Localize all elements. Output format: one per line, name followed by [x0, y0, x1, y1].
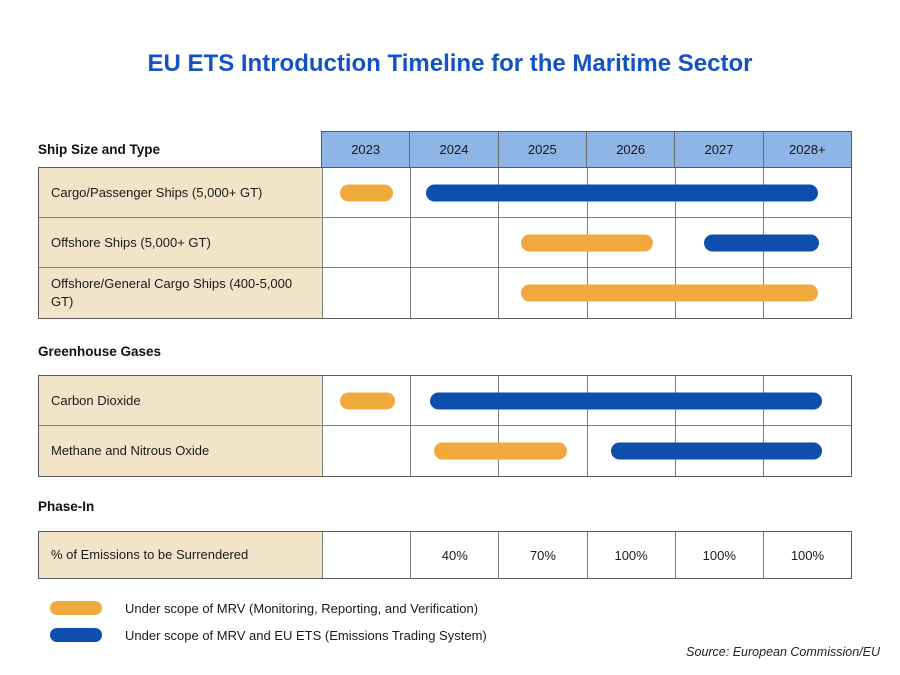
year-header-2025: 2025: [497, 132, 586, 167]
table-row: Cargo/Passenger Ships (5,000+ GT): [39, 168, 851, 218]
mrv-bar: [339, 184, 393, 201]
year-cell: [410, 168, 498, 217]
year-cell: 70%: [498, 532, 586, 578]
year-area: [322, 376, 851, 425]
year-cell: [322, 168, 410, 217]
legend-label: Under scope of MRV and EU ETS (Emissions…: [125, 627, 487, 643]
year-header-2027: 2027: [674, 132, 762, 167]
table-row: Carbon Dioxide: [39, 376, 851, 426]
year-cell: [322, 426, 410, 476]
legend-item: Under scope of MRV (Monitoring, Reportin…: [50, 600, 487, 616]
year-header-2023: 2023: [351, 142, 381, 157]
year-area: 40% 70% 100% 100% 100%: [322, 532, 851, 578]
mrv-bar: [521, 284, 818, 302]
year-header-row: 2023 2024 2025 2026 2027 2028+: [321, 131, 852, 168]
year-cell: [410, 376, 498, 425]
mrv-ets-bar: [611, 442, 823, 460]
mrv-bar: [434, 442, 568, 460]
year-cell: [410, 426, 498, 476]
year-cell: 100%: [674, 532, 763, 578]
table-row: Methane and Nitrous Oxide: [39, 426, 851, 476]
year-header-2024: 2024: [409, 132, 497, 167]
section-label-ship-type: Ship Size and Type: [38, 142, 161, 157]
year-cell: [498, 268, 586, 318]
year-area: [322, 268, 851, 318]
mrv-ets-bar: [704, 234, 820, 251]
ship-type-table: Cargo/Passenger Ships (5,000+ GT) Offshor…: [38, 167, 852, 319]
row-label: Cargo/Passenger Ships (5,000+ GT): [39, 168, 322, 217]
year-cell: [322, 532, 410, 578]
year-cell: [322, 376, 410, 425]
year-cell: [322, 268, 410, 318]
section-label-phase-in: Phase-In: [38, 499, 95, 514]
chart-title: EU ETS Introduction Timeline for the Mar…: [147, 50, 753, 77]
year-cell: [498, 218, 586, 267]
mrv-ets-bar: [426, 184, 818, 201]
row-label: Carbon Dioxide: [39, 376, 322, 425]
row-label: Offshore/General Cargo Ships (400-5,000 …: [39, 268, 322, 318]
year-cell: 40%: [410, 532, 498, 578]
year-header-2026: 2026: [585, 132, 674, 167]
greenhouse-gas-table: Carbon Dioxide Methane and Nitrous Oxide: [38, 375, 852, 477]
year-area: [322, 168, 851, 217]
row-label: Offshore Ships (5,000+ GT): [39, 218, 322, 267]
legend-swatch-mrv: [50, 601, 102, 615]
year-area: [322, 426, 851, 476]
year-cell: [586, 426, 675, 476]
section-label-greenhouse-gas: Greenhouse Gases: [38, 344, 162, 359]
legend-swatch-mrv-ets: [50, 628, 102, 642]
year-header-2028-plus: 2028+: [762, 132, 851, 167]
phase-in-table: % of Emissions to be Surrendered 40% 70% 10…: [38, 531, 852, 579]
mrv-bar: [339, 392, 395, 409]
legend: Under scope of MRV (Monitoring, Reportin…: [50, 601, 487, 655]
row-label: Methane and Nitrous Oxide: [39, 426, 322, 476]
year-cell: [410, 218, 498, 267]
table-row: % of Emissions to be Surrendered 40% 70% 10…: [39, 532, 851, 578]
legend-label: Under scope of MRV (Monitoring, Reportin…: [125, 600, 479, 616]
year-cell: 100%: [762, 532, 851, 578]
row-label: % of Emissions to be Surrendered: [39, 532, 322, 578]
year-cell: [674, 218, 763, 267]
mrv-ets-bar: [429, 392, 823, 409]
year-cell: 100%: [586, 532, 675, 578]
year-cell: [410, 268, 498, 318]
table-row: Offshore/General Cargo Ships (400-5,000 …: [39, 268, 851, 318]
source-attribution: Source: European Commission/EU: [686, 645, 880, 659]
mrv-bar: [521, 234, 653, 251]
table-row: Offshore Ships (5,000+ GT): [39, 218, 851, 268]
year-cell: [322, 218, 410, 267]
legend-item: Under scope of MRV and EU ETS (Emissions…: [50, 627, 487, 643]
year-area: [322, 218, 851, 267]
